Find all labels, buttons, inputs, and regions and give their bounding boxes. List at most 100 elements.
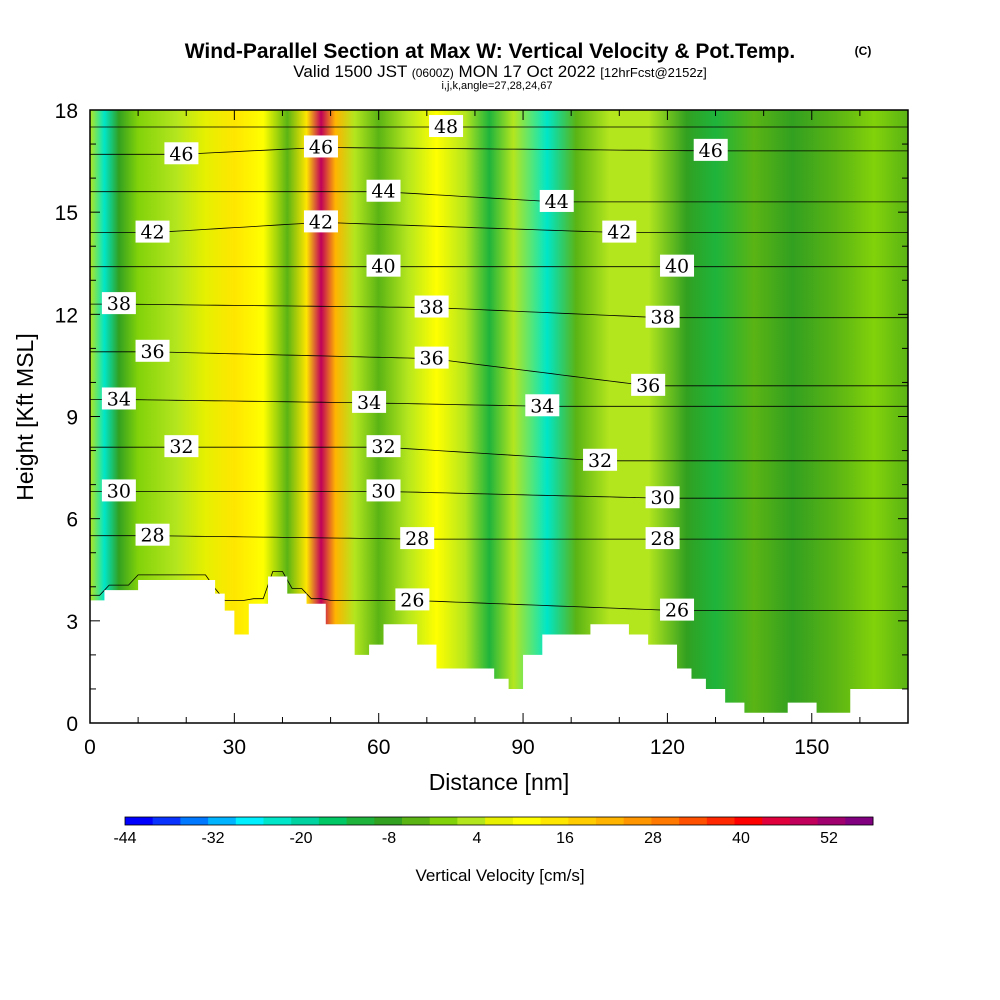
- contour-label-box: [400, 527, 435, 550]
- forecast-note: [12hrFcst@2152z]: [600, 65, 706, 80]
- contour-label-box: [660, 598, 695, 621]
- contour-label-box: [366, 179, 401, 202]
- contour-label: 32: [588, 450, 612, 472]
- colorbar-swatch: [374, 817, 403, 825]
- colorbar-swatch: [789, 817, 819, 825]
- contour-label-box: [645, 305, 680, 328]
- contour-label: 34: [357, 392, 381, 414]
- contour-label-box: [135, 220, 170, 243]
- colorbar-swatch: [540, 817, 569, 825]
- isentrope-line: [90, 191, 908, 203]
- colorbar-swatch: [263, 817, 292, 825]
- contour-label-box: [303, 135, 338, 158]
- copyright-mark: (C): [855, 44, 872, 58]
- contour-label-box: [602, 220, 637, 243]
- isentrope-line: [90, 535, 908, 540]
- x-axis: 0 30 60 90 120 150: [84, 110, 909, 759]
- x-tick-label: 120: [650, 736, 685, 759]
- contour-label-box: [101, 479, 136, 502]
- x-tick-label: 90: [511, 736, 534, 759]
- contour-label-box: [583, 448, 618, 471]
- colorbar-swatch: [485, 817, 514, 825]
- plot-area: 46 46 48 46 44 44 42 42 42 40 40 38 38 38 36 36 36 34 34 34…: [90, 110, 908, 723]
- contour-label: 38: [651, 307, 675, 329]
- y-tick-label: 18: [55, 100, 78, 123]
- contour-label-box: [693, 138, 728, 161]
- colorbar-swatch: [208, 817, 237, 825]
- contour-label: 38: [420, 297, 444, 319]
- colorbar-swatch: [651, 817, 680, 825]
- colorbar-swatch: [235, 817, 264, 825]
- contour-labels: 46 46 48 46 44 44 42 42 42 40 40 38 38 38 36 36 36 34 34 34…: [101, 115, 728, 622]
- contour-label: 26: [400, 589, 424, 611]
- contour-label: 34: [107, 388, 131, 410]
- chart-title: Wind-Parallel Section at Max W: Vertical…: [185, 40, 796, 63]
- colorbar-tick-label: -20: [289, 830, 312, 847]
- colorbar: -44 -32 -20 -8 4 16 28 40 52: [113, 816, 874, 847]
- x-axis-label: Distance [nm]: [429, 769, 570, 795]
- svg-text:Valid 1500 JST (0600Z): Valid 1500 JST (0600Z) MON 17 Oct 2022 […: [293, 62, 706, 81]
- isentrope-line: [90, 571, 908, 611]
- colorbar-swatch: [762, 817, 791, 825]
- contour-label: 30: [107, 480, 131, 502]
- colorbar-frame: [124, 816, 874, 826]
- colorbar-tick-label: -44: [113, 830, 136, 847]
- x-tick-label: 30: [223, 736, 246, 759]
- contour-label: 28: [651, 528, 675, 550]
- contour-label-box: [352, 390, 387, 413]
- contour-label: 28: [405, 528, 429, 550]
- colorbar-tick-label: -8: [382, 830, 396, 847]
- isentrope-line: [90, 147, 908, 155]
- contour-label: 36: [636, 375, 660, 397]
- colorbar-swatch: [457, 817, 486, 825]
- isentrope-line: [90, 491, 908, 499]
- colorbar-swatch: [734, 817, 763, 825]
- y-tick-label: 15: [55, 202, 78, 225]
- colorbar-swatch: [679, 817, 708, 825]
- y-tick-label: 0: [66, 713, 78, 736]
- colorbar-tick-label: -32: [201, 830, 224, 847]
- colorbar-swatch: [152, 817, 181, 825]
- x-tick-label: 0: [84, 736, 96, 759]
- isentrope-line: [90, 351, 908, 387]
- contour-label-box: [101, 292, 136, 315]
- contour-label: 30: [371, 480, 395, 502]
- contour-label-box: [366, 254, 401, 277]
- contour-label: 42: [607, 222, 631, 244]
- contour-label: 32: [169, 436, 193, 458]
- colorbar-swatch: [429, 817, 458, 825]
- colorbar-swatch: [623, 817, 652, 825]
- colorbar-swatch: [402, 817, 431, 825]
- colorbar-swatch: [291, 817, 320, 825]
- colorbar-tick-label: 16: [556, 830, 574, 847]
- colorbar-label: Vertical Velocity [cm/s]: [415, 866, 584, 885]
- colorbar-swatch: [568, 817, 597, 825]
- contour-label-box: [539, 189, 574, 212]
- contour-label-box: [660, 254, 695, 277]
- isentrope-line: [90, 303, 908, 319]
- colorbar-tick-label: 4: [473, 830, 482, 847]
- colorbar-tick-label: 52: [820, 830, 838, 847]
- contour-label: 38: [107, 293, 131, 315]
- contour-label: 48: [434, 116, 458, 138]
- contour-label: 36: [420, 348, 444, 370]
- contour-label: 36: [140, 341, 164, 363]
- y-tick-label: 3: [66, 611, 78, 634]
- contour-label-box: [164, 435, 199, 458]
- colorbar-swatch: [318, 817, 348, 825]
- potential-temperature-contours: [90, 126, 908, 611]
- contour-label-box: [414, 295, 449, 318]
- contour-label: 32: [371, 436, 395, 458]
- grid-indices: i,j,k,angle=27,28,24,67: [441, 80, 552, 92]
- contour-label-box: [366, 435, 401, 458]
- isentrope-line: [90, 221, 908, 233]
- isentrope-line: [90, 399, 908, 407]
- colorbar-swatch: [706, 817, 735, 825]
- colorbar-swatch: [845, 817, 874, 825]
- colorbar-swatch: [180, 817, 209, 825]
- contour-label-box: [395, 588, 430, 611]
- contour-label: 40: [371, 256, 395, 278]
- y-tick-label: 12: [55, 304, 78, 327]
